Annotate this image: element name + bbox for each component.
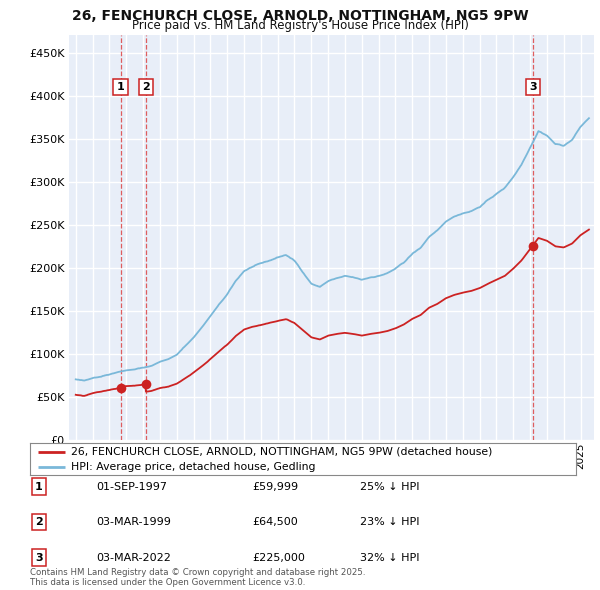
Text: 03-MAR-2022: 03-MAR-2022 [96, 553, 171, 562]
Text: £225,000: £225,000 [252, 553, 305, 562]
Text: 26, FENCHURCH CLOSE, ARNOLD, NOTTINGHAM, NG5 9PW: 26, FENCHURCH CLOSE, ARNOLD, NOTTINGHAM,… [71, 9, 529, 23]
Text: HPI: Average price, detached house, Gedling: HPI: Average price, detached house, Gedl… [71, 462, 316, 472]
Text: 1: 1 [35, 482, 43, 491]
Text: £59,999: £59,999 [252, 482, 298, 491]
Text: 3: 3 [35, 553, 43, 562]
Text: 2: 2 [142, 82, 150, 92]
Text: 03-MAR-1999: 03-MAR-1999 [96, 517, 171, 527]
Text: 01-SEP-1997: 01-SEP-1997 [96, 482, 167, 491]
Text: Contains HM Land Registry data © Crown copyright and database right 2025.
This d: Contains HM Land Registry data © Crown c… [30, 568, 365, 587]
Text: 32% ↓ HPI: 32% ↓ HPI [360, 553, 419, 562]
Text: 1: 1 [117, 82, 124, 92]
Text: Price paid vs. HM Land Registry's House Price Index (HPI): Price paid vs. HM Land Registry's House … [131, 19, 469, 32]
Text: 2: 2 [35, 517, 43, 527]
Text: 3: 3 [529, 82, 536, 92]
Text: 23% ↓ HPI: 23% ↓ HPI [360, 517, 419, 527]
Text: 25% ↓ HPI: 25% ↓ HPI [360, 482, 419, 491]
Text: £64,500: £64,500 [252, 517, 298, 527]
Text: 26, FENCHURCH CLOSE, ARNOLD, NOTTINGHAM, NG5 9PW (detached house): 26, FENCHURCH CLOSE, ARNOLD, NOTTINGHAM,… [71, 447, 493, 457]
